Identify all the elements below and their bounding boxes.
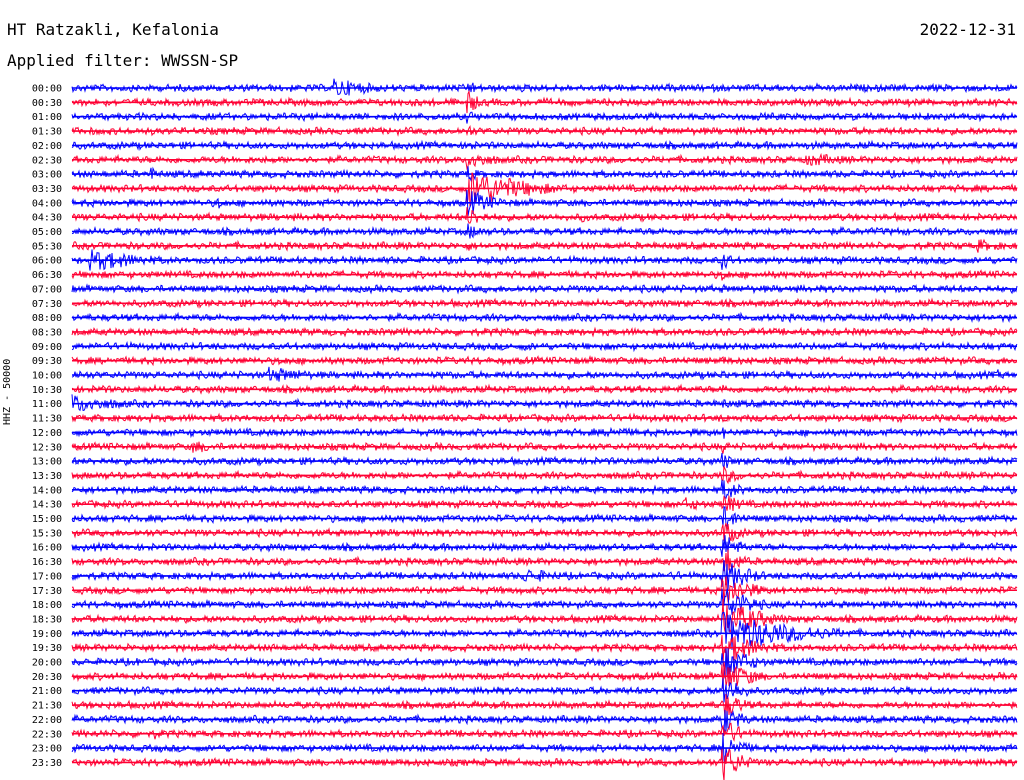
- seismogram-traces: [71, 78, 1018, 780]
- date-label: 2022-12-31: [919, 20, 1016, 39]
- time-tick-label: 00:00: [32, 84, 62, 95]
- trace-line: [71, 111, 1018, 124]
- time-tick-label: 11:00: [32, 399, 62, 410]
- time-tick-label: 09:30: [32, 356, 62, 367]
- trace-line: [71, 394, 1018, 412]
- trace-line: [71, 748, 1018, 780]
- time-tick-label: 18:30: [32, 614, 62, 625]
- time-tick-label: 05:30: [32, 241, 62, 252]
- time-tick-label: 05:00: [32, 227, 62, 238]
- time-tick-label: 10:30: [32, 385, 62, 396]
- time-tick-label: 12:30: [32, 442, 62, 453]
- time-tick-label: 20:00: [32, 658, 62, 669]
- time-tick-label: 08:30: [32, 327, 62, 338]
- time-tick-label: 03:30: [32, 184, 62, 195]
- time-tick-label: 10:00: [32, 371, 62, 382]
- time-tick-label: 23:00: [32, 744, 62, 755]
- time-tick-label: 22:30: [32, 729, 62, 740]
- time-tick-label: 02:30: [32, 155, 62, 166]
- time-tick-label: 01:30: [32, 127, 62, 138]
- time-tick-label: 06:30: [32, 270, 62, 281]
- time-tick-label: 13:00: [32, 457, 62, 468]
- trace-line: [71, 549, 1018, 572]
- station-title: HT Ratzakli, Kefalonia: [7, 20, 219, 39]
- time-tick-label: 19:30: [32, 643, 62, 654]
- time-tick-label: 04:30: [32, 213, 62, 224]
- trace-line: [71, 722, 1018, 742]
- time-tick-label: 17:30: [32, 586, 62, 597]
- time-tick-label: 21:00: [32, 686, 62, 697]
- trace-line: [71, 709, 1018, 734]
- time-tick-label: 07:00: [32, 284, 62, 295]
- trace-line: [71, 576, 1018, 606]
- time-tick-label: 14:00: [32, 485, 62, 496]
- time-tick-label: 15:00: [32, 514, 62, 525]
- time-tick-label: 23:30: [32, 758, 62, 769]
- time-tick-label: 20:30: [32, 672, 62, 683]
- time-tick-label: 16:00: [32, 543, 62, 554]
- trace-line: [71, 648, 1018, 679]
- trace-line: [71, 89, 1018, 114]
- trace-line: [71, 506, 1018, 528]
- time-tick-label: 21:30: [32, 701, 62, 712]
- trace-line: [71, 495, 1018, 512]
- time-tick-label: 04:00: [32, 198, 62, 209]
- time-tick-label: 08:00: [32, 313, 62, 324]
- time-tick-labels: 00:00 00:30 01:00 01:30 02:00 02:30 03:00 03:30…: [32, 84, 62, 769]
- trace-line: [71, 78, 1018, 96]
- time-tick-label: 07:30: [32, 299, 62, 310]
- trace-line: [71, 440, 1018, 454]
- time-tick-label: 15:30: [32, 528, 62, 539]
- time-tick-label: 19:00: [32, 629, 62, 640]
- time-tick-label: 06:00: [32, 256, 62, 267]
- trace-line: [71, 522, 1018, 543]
- trace-line: [71, 269, 1018, 281]
- trace-line: [71, 172, 1018, 207]
- time-tick-label: 13:30: [32, 471, 62, 482]
- trace-line: [71, 466, 1018, 485]
- trace-line: [71, 207, 1018, 224]
- trace-line: [71, 635, 1018, 666]
- trace-line: [71, 139, 1018, 151]
- time-tick-label: 03:00: [32, 170, 62, 181]
- time-tick-label: 14:30: [32, 500, 62, 511]
- trace-line: [71, 535, 1018, 557]
- time-tick-label: 02:00: [32, 141, 62, 152]
- time-tick-label: 01:00: [32, 112, 62, 123]
- time-tick-label: 11:30: [32, 414, 62, 425]
- time-tick-label: 12:00: [32, 428, 62, 439]
- time-tick-label: 16:30: [32, 557, 62, 568]
- trace-line: [71, 479, 1018, 499]
- time-tick-label: 17:00: [32, 571, 62, 582]
- trace-line: [71, 152, 1018, 171]
- filter-label: Applied filter: WWSSN-SP: [7, 51, 239, 70]
- time-tick-label: 09:00: [32, 342, 62, 353]
- trace-line: [71, 166, 1018, 183]
- time-tick-label: 00:30: [32, 98, 62, 109]
- time-tick-label: 22:00: [32, 715, 62, 726]
- time-tick-label: 18:00: [32, 600, 62, 611]
- trace-line: [71, 662, 1018, 689]
- trace-line: [71, 426, 1018, 439]
